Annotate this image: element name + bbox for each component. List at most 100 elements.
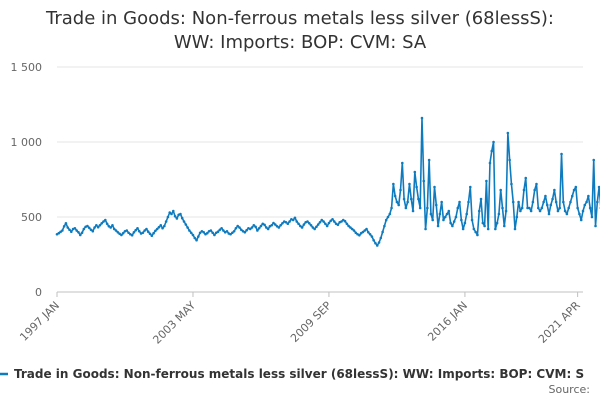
- data-point[interactable]: [340, 220, 343, 223]
- data-point[interactable]: [286, 222, 290, 226]
- data-point[interactable]: [239, 228, 243, 232]
- data-point[interactable]: [520, 206, 524, 210]
- data-point[interactable]: [569, 200, 572, 204]
- data-point[interactable]: [173, 214, 177, 218]
- data-point[interactable]: [420, 116, 424, 120]
- data-point[interactable]: [443, 215, 447, 219]
- data-point[interactable]: [345, 222, 349, 226]
- data-point[interactable]: [307, 222, 311, 225]
- data-point[interactable]: [62, 225, 66, 228]
- data-point[interactable]: [565, 212, 569, 216]
- data-point[interactable]: [383, 224, 386, 228]
- data-point[interactable]: [254, 225, 257, 229]
- data-point[interactable]: [506, 131, 510, 135]
- data-point[interactable]: [399, 188, 402, 192]
- data-point[interactable]: [238, 226, 241, 229]
- data-point[interactable]: [472, 227, 476, 231]
- data-point[interactable]: [508, 158, 511, 162]
- data-point[interactable]: [73, 226, 77, 230]
- data-point[interactable]: [66, 226, 70, 229]
- data-point[interactable]: [302, 223, 306, 226]
- data-point[interactable]: [379, 236, 383, 240]
- data-point[interactable]: [511, 200, 515, 204]
- data-point[interactable]: [57, 231, 61, 235]
- data-point[interactable]: [61, 229, 64, 232]
- data-point[interactable]: [409, 197, 413, 201]
- data-point[interactable]: [434, 203, 438, 207]
- data-point[interactable]: [159, 223, 163, 227]
- data-point[interactable]: [579, 218, 583, 222]
- data-point[interactable]: [463, 221, 467, 225]
- data-point[interactable]: [130, 234, 134, 237]
- data-point[interactable]: [279, 223, 282, 227]
- data-point[interactable]: [349, 226, 352, 229]
- data-point[interactable]: [270, 223, 273, 227]
- data-point[interactable]: [536, 206, 540, 210]
- data-point[interactable]: [596, 200, 599, 204]
- data-point[interactable]: [213, 233, 216, 237]
- series-line[interactable]: [56, 117, 600, 247]
- data-point[interactable]: [245, 228, 248, 232]
- data-point[interactable]: [325, 224, 329, 228]
- data-point[interactable]: [517, 200, 520, 204]
- data-point[interactable]: [545, 203, 549, 207]
- data-point[interactable]: [392, 182, 395, 186]
- data-point[interactable]: [343, 219, 347, 223]
- data-point[interactable]: [477, 209, 481, 213]
- data-point[interactable]: [426, 206, 429, 210]
- data-point[interactable]: [510, 182, 513, 186]
- data-point[interactable]: [277, 226, 281, 229]
- data-point[interactable]: [316, 223, 320, 226]
- data-point[interactable]: [148, 232, 152, 236]
- data-point[interactable]: [91, 229, 95, 233]
- data-point[interactable]: [231, 231, 234, 235]
- data-point[interactable]: [368, 232, 372, 236]
- data-point[interactable]: [583, 203, 587, 207]
- data-point[interactable]: [157, 225, 161, 229]
- data-point[interactable]: [572, 188, 576, 192]
- data-point[interactable]: [581, 209, 585, 213]
- data-point[interactable]: [529, 209, 533, 213]
- data-point[interactable]: [350, 227, 354, 231]
- data-point[interactable]: [266, 227, 270, 231]
- data-point[interactable]: [331, 217, 334, 221]
- data-point[interactable]: [82, 227, 86, 231]
- data-point[interactable]: [152, 231, 155, 235]
- data-point[interactable]: [551, 197, 554, 201]
- data-point[interactable]: [438, 212, 442, 216]
- data-point[interactable]: [197, 235, 200, 238]
- data-point[interactable]: [395, 200, 399, 204]
- data-point[interactable]: [594, 224, 597, 228]
- data-point[interactable]: [476, 233, 479, 237]
- data-point[interactable]: [222, 229, 225, 232]
- data-point[interactable]: [163, 224, 166, 228]
- data-point[interactable]: [161, 226, 164, 230]
- data-point[interactable]: [112, 227, 116, 231]
- data-point[interactable]: [322, 220, 325, 223]
- data-point[interactable]: [229, 232, 232, 236]
- data-point[interactable]: [556, 209, 560, 213]
- data-point[interactable]: [136, 226, 139, 230]
- legend[interactable]: Trade in Goods: Non-ferrous metals less …: [0, 367, 584, 381]
- data-point[interactable]: [542, 200, 545, 204]
- data-point[interactable]: [454, 215, 458, 219]
- data-point[interactable]: [121, 231, 125, 235]
- data-point[interactable]: [377, 241, 381, 244]
- data-point[interactable]: [567, 206, 570, 210]
- data-point[interactable]: [198, 231, 202, 235]
- data-point[interactable]: [248, 227, 252, 231]
- data-point[interactable]: [361, 230, 365, 234]
- data-point[interactable]: [540, 206, 544, 210]
- data-point[interactable]: [288, 220, 291, 223]
- data-point[interactable]: [202, 231, 206, 234]
- data-point[interactable]: [252, 223, 256, 227]
- data-point[interactable]: [138, 229, 141, 233]
- data-point[interactable]: [68, 228, 71, 232]
- data-point[interactable]: [578, 212, 581, 216]
- data-point[interactable]: [77, 231, 80, 234]
- data-point[interactable]: [411, 209, 415, 213]
- data-point[interactable]: [386, 215, 390, 219]
- data-point[interactable]: [168, 211, 172, 214]
- data-point[interactable]: [590, 215, 594, 219]
- data-point[interactable]: [89, 228, 93, 232]
